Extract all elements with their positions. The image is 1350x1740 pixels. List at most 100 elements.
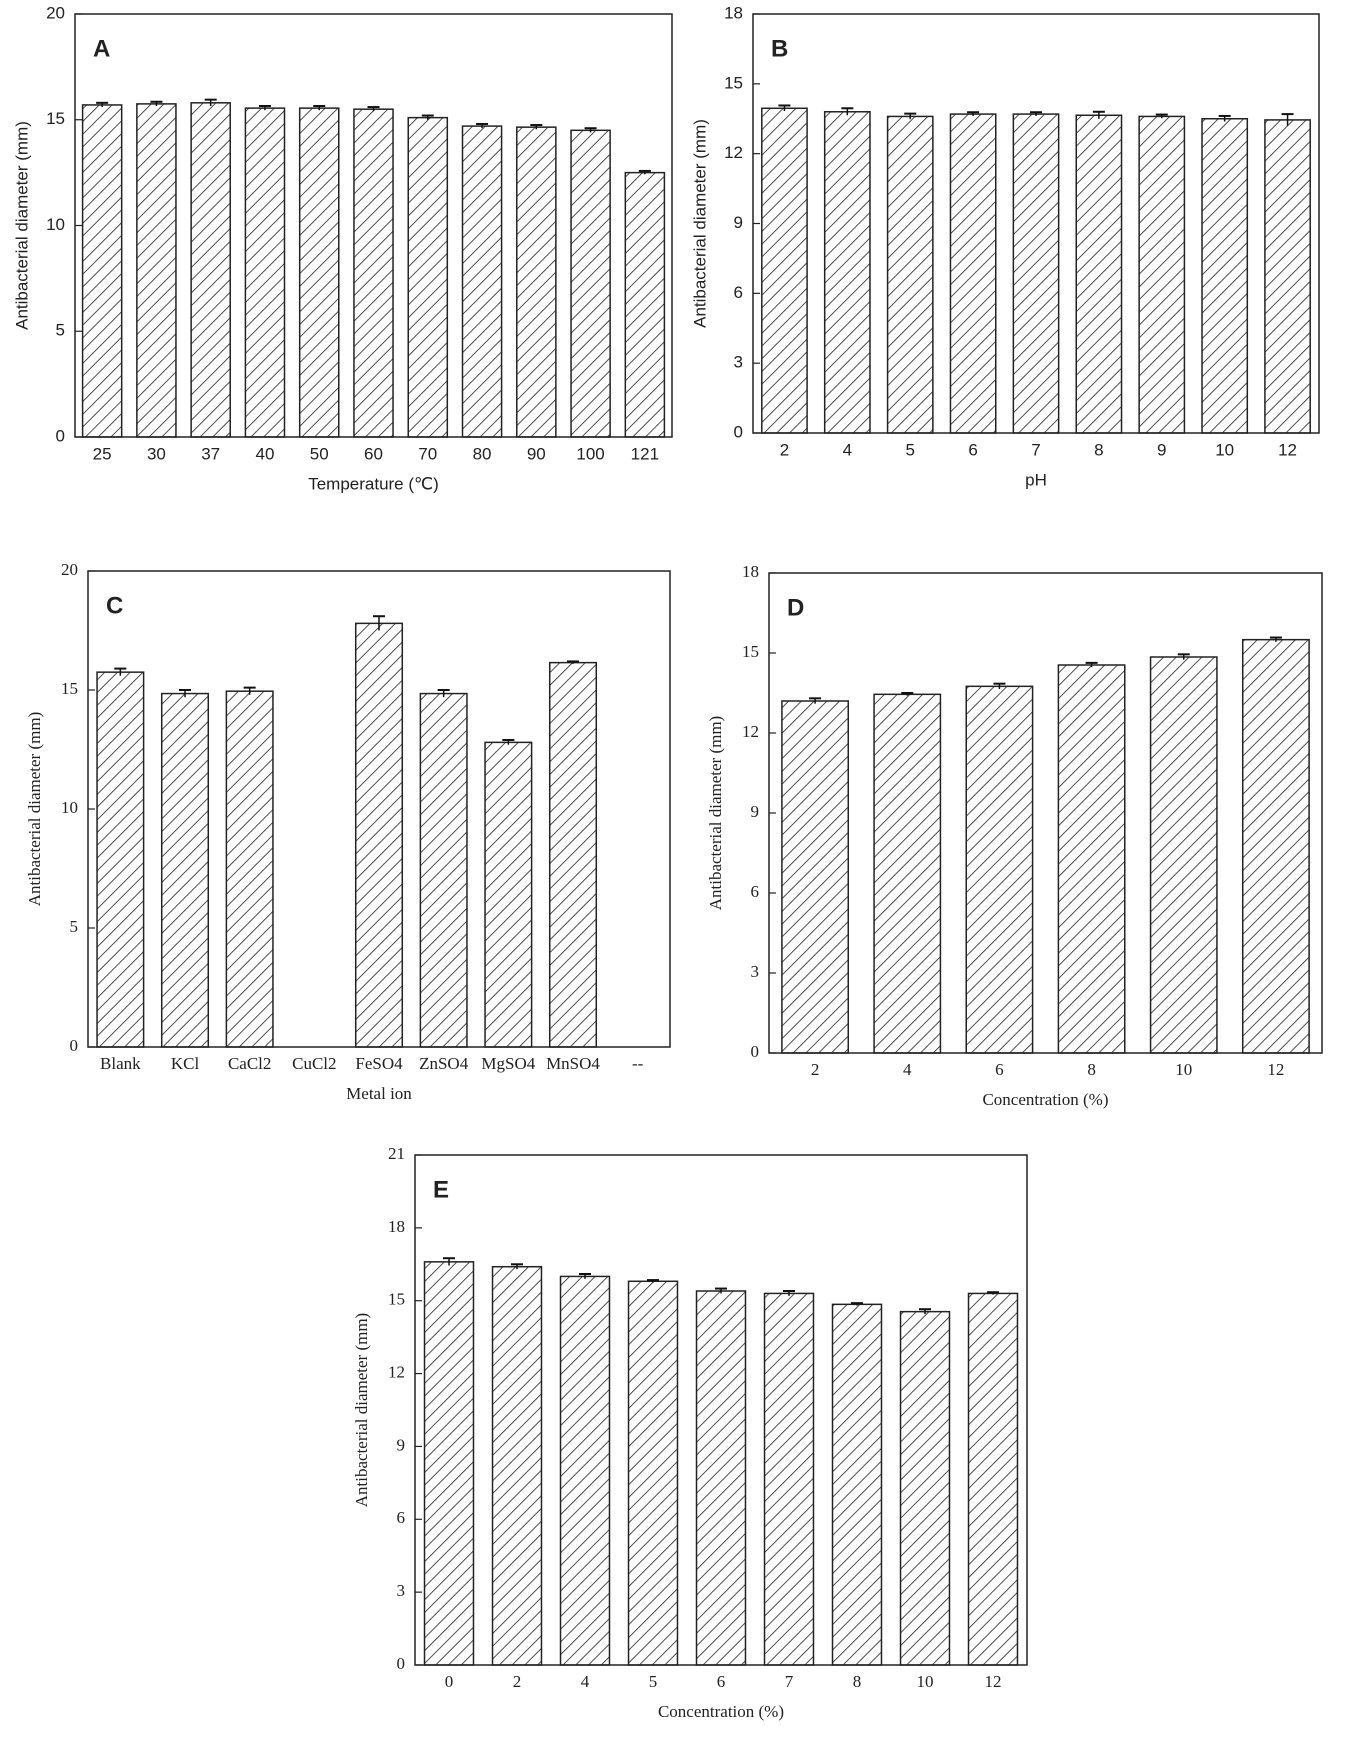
bar (627, 1280, 679, 1666)
x-tick-label: 5 (649, 1672, 658, 1691)
x-axis-label: Temperature (℃) (308, 474, 439, 493)
error-bar (1269, 636, 1282, 642)
y-tick-label: 0 (751, 1042, 760, 1061)
x-tick-label: 8 (853, 1672, 862, 1691)
x-tick-label: 121 (631, 444, 659, 463)
x-tick-label: 2 (811, 1060, 820, 1079)
x-tick-label: 10 (1215, 440, 1234, 459)
error-bar (1092, 110, 1105, 119)
y-tick-label: 0 (734, 422, 743, 441)
error-bar (530, 124, 543, 130)
y-tick-label: 15 (388, 1290, 405, 1309)
y-tick-label: 12 (388, 1362, 405, 1381)
error-bar (243, 686, 256, 695)
bar (873, 693, 942, 1054)
bar (831, 1303, 883, 1666)
y-tick-label: 6 (734, 283, 743, 302)
error-bar (443, 1257, 455, 1266)
y-tick-label: 3 (397, 1581, 406, 1600)
x-tick-label: 12 (1267, 1060, 1284, 1079)
error-bar (1155, 113, 1168, 119)
bar (160, 692, 210, 1048)
y-tick-label: 9 (734, 213, 743, 232)
panel-label: A (93, 35, 110, 62)
x-tick-label: 2 (780, 440, 789, 459)
chart-panel: 0 5 10 15 20 25 30 37 40 50 60 70 80 90 100 121 A Tempera… (12, 3, 673, 493)
y-tick-label: 6 (751, 882, 760, 901)
x-tick-label: 2 (513, 1672, 522, 1691)
bar (190, 102, 231, 438)
x-tick-label: 0 (445, 1672, 454, 1691)
x-tick-label: 10 (917, 1672, 934, 1691)
bar (136, 103, 177, 438)
x-tick-label: 9 (1157, 440, 1166, 459)
bar (1075, 114, 1123, 434)
x-axis-label: Concentration (%) (982, 1090, 1108, 1109)
bar (1241, 638, 1310, 1054)
bar (1057, 664, 1126, 1054)
x-tick-label: 80 (473, 444, 492, 463)
plot-frame (752, 13, 1320, 434)
error-bar (579, 1273, 591, 1279)
y-tick-label: 3 (751, 962, 760, 981)
bar (548, 661, 598, 1048)
y-tick-label: 12 (724, 143, 743, 162)
x-tick-label: 6 (717, 1672, 726, 1691)
x-tick-label: 4 (903, 1060, 912, 1079)
x-tick-label: 100 (576, 444, 604, 463)
y-tick-label: 5 (56, 321, 65, 340)
bar (624, 171, 666, 438)
error-bar (179, 689, 191, 698)
error-bar (96, 101, 109, 108)
y-tick-label: 0 (70, 1036, 79, 1055)
error-bar (638, 169, 651, 175)
error-bar (851, 1302, 863, 1306)
x-tick-label: 7 (785, 1672, 794, 1691)
x-tick-label: FeSO4 (355, 1054, 403, 1073)
bar (353, 108, 394, 438)
bar (949, 113, 997, 434)
y-tick-label: 20 (61, 560, 78, 579)
x-tick-label: 7 (1031, 440, 1040, 459)
chart-panel: 0 3 6 9 12 15 18 2 4 5 6 7 8 9 10 12 BpH Antibacterial di… (690, 3, 1320, 489)
y-tick-label: 0 (56, 426, 65, 445)
y-tick-label: 10 (61, 798, 78, 817)
bar (244, 107, 286, 438)
x-tick-label: MnSO4 (546, 1054, 600, 1073)
error-bar (967, 111, 980, 116)
y-axis-label: Antibacterial diameter (mm) (25, 712, 44, 906)
y-tick-label: 3 (734, 353, 743, 372)
bar (1149, 656, 1218, 1054)
error-bar (1177, 653, 1190, 660)
x-tick-label: 25 (93, 444, 112, 463)
bar (886, 115, 934, 434)
bar (1201, 118, 1249, 434)
error-bar (367, 106, 380, 112)
x-tick-label: 12 (1278, 440, 1297, 459)
y-tick-label: 5 (70, 917, 79, 936)
x-tick-label: 70 (418, 444, 437, 463)
x-tick-label: 8 (1094, 440, 1103, 459)
bar (781, 700, 850, 1054)
x-tick-label: 50 (310, 444, 329, 463)
bar (1264, 119, 1311, 434)
y-tick-label: 12 (742, 722, 759, 741)
x-tick-label: 60 (364, 444, 383, 463)
x-axis-label: Concentration (%) (658, 1702, 784, 1721)
x-tick-label: 30 (147, 444, 166, 463)
error-bar (987, 1291, 999, 1295)
error-bar (783, 1290, 795, 1296)
error-bar (1218, 114, 1231, 122)
y-axis-label: Antibacterial diameter (mm) (690, 119, 709, 328)
bar (899, 1310, 951, 1666)
error-bar (841, 107, 854, 116)
plot-frame (74, 13, 673, 438)
x-tick-label: 12 (985, 1672, 1002, 1691)
error-bar (476, 122, 489, 129)
panel-label: E (433, 1176, 449, 1203)
x-tick-label: CaCl2 (228, 1054, 271, 1073)
error-bar (584, 127, 597, 133)
x-tick-label: -- (632, 1054, 644, 1073)
chart-panel: 0 3 6 9 12 15 18 2 4 6 8 10 12 D Concentration (%) Anti… (706, 562, 1323, 1109)
error-bar (421, 114, 434, 120)
